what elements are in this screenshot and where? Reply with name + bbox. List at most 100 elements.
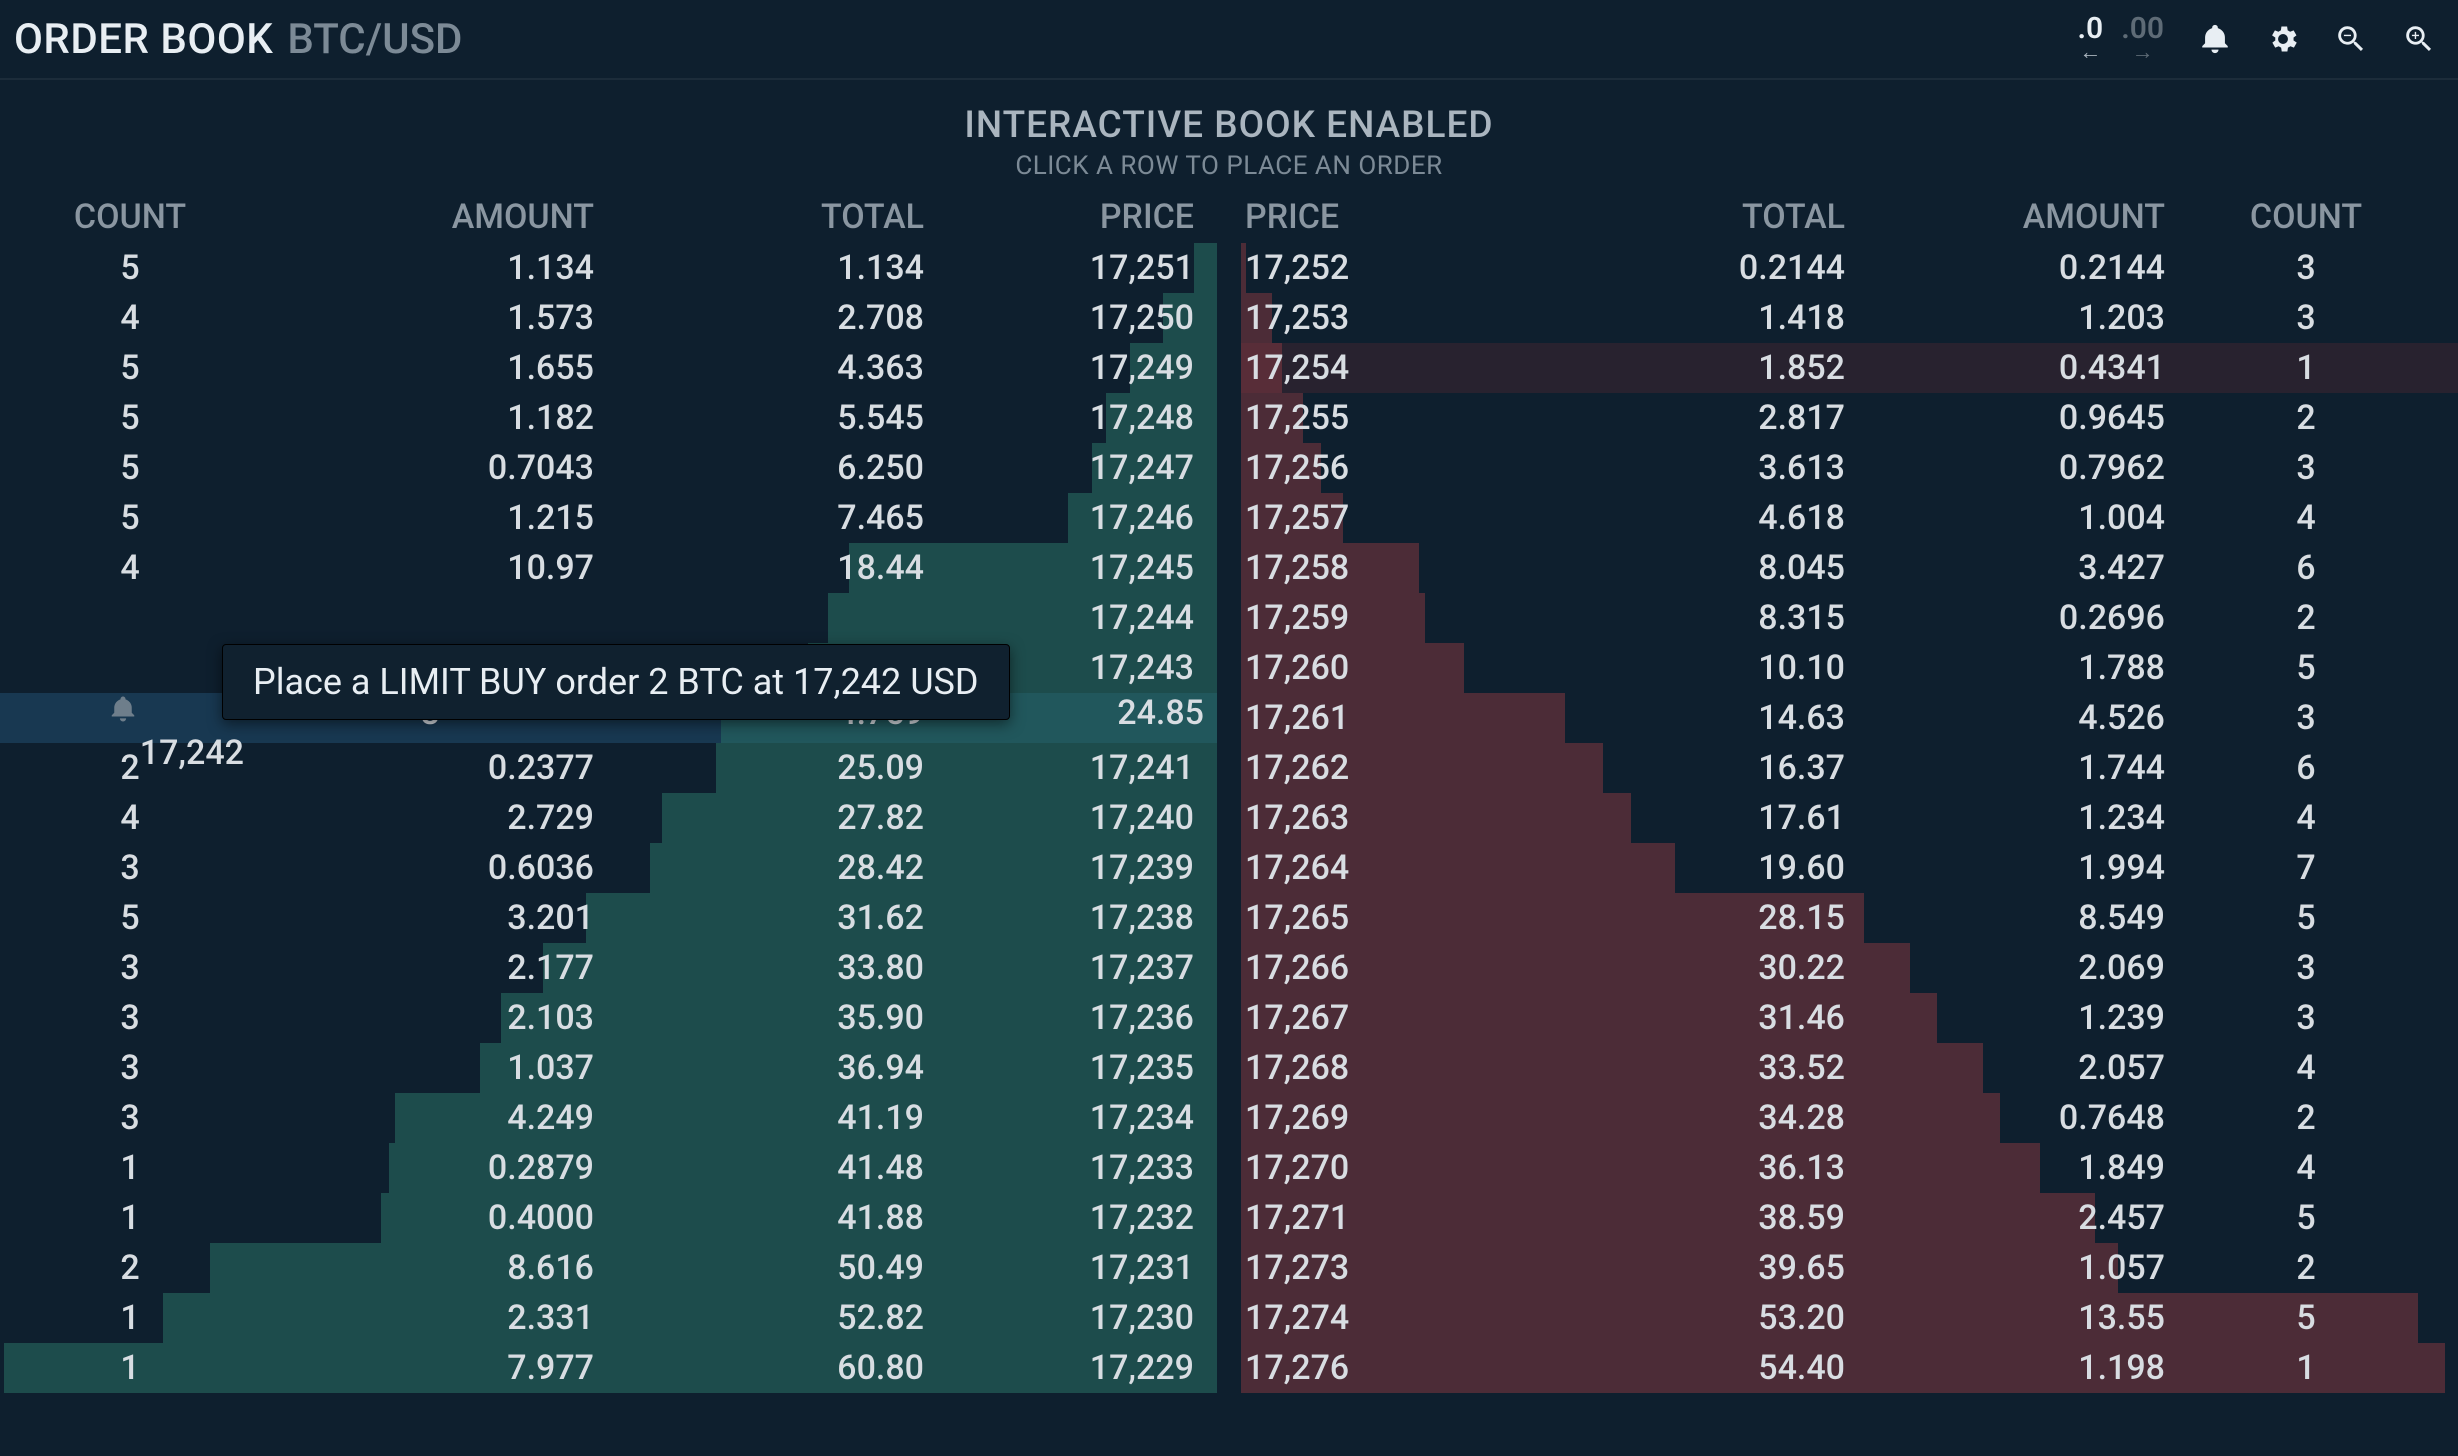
ask-row[interactable]: 17,2588.0453.4276 <box>1241 543 2458 593</box>
bid-row[interactable]: 32.10335.9017,236 <box>0 993 1217 1043</box>
ask-amount: 2.057 <box>1851 1048 2171 1088</box>
bid-row[interactable]: 42.72927.8217,240 <box>0 793 1217 843</box>
ask-row[interactable]: 17,26528.158.5495 <box>1241 893 2458 943</box>
bid-row[interactable]: 28.61650.4917,231 <box>0 1243 1217 1293</box>
bid-total: 41.48 <box>600 1148 930 1188</box>
ask-total: 30.22 <box>1451 948 1851 988</box>
bid-count: 5 <box>0 248 260 288</box>
toolbar: .0 ← .00 → <box>2078 14 2436 64</box>
ask-row[interactable]: 17,26630.222.0693 <box>1241 943 2458 993</box>
bid-row[interactable]: 50.70436.25017,247 <box>0 443 1217 493</box>
bid-row[interactable]: 10.287941.4817,233 <box>0 1143 1217 1193</box>
ask-row[interactable]: 17,27339.651.0572 <box>1241 1243 2458 1293</box>
ask-amount: 1.234 <box>1851 798 2171 838</box>
ask-row[interactable]: 17,2574.6181.0044 <box>1241 493 2458 543</box>
zoom-in-button[interactable] <box>2402 22 2436 56</box>
ask-row[interactable]: 17,26317.611.2344 <box>1241 793 2458 843</box>
bid-total: 2.708 <box>600 298 930 338</box>
ask-row[interactable]: 17,27654.401.1981 <box>1241 1343 2458 1393</box>
ask-total: 38.59 <box>1451 1198 1851 1238</box>
bid-amount: 2.729 <box>260 798 600 838</box>
ask-amount: 2.069 <box>1851 948 2171 988</box>
bid-amount: 10.97 <box>260 548 600 588</box>
bid-row[interactable]: 10.400041.8817,232 <box>0 1193 1217 1243</box>
ask-count: 4 <box>2171 1048 2441 1088</box>
ask-amount: 0.2144 <box>1851 248 2171 288</box>
ask-total: 17.61 <box>1451 798 1851 838</box>
bid-row[interactable]: 12.33152.8217,230 <box>0 1293 1217 1343</box>
bid-row[interactable]: 53.20131.6217,238 <box>0 893 1217 943</box>
ask-row[interactable]: 17,26010.101.7885 <box>1241 643 2458 693</box>
bid-row[interactable]: 51.1825.54517,248 <box>0 393 1217 443</box>
ask-count: 3 <box>2171 698 2441 738</box>
ask-row[interactable]: 17,27138.592.4575 <box>1241 1193 2458 1243</box>
ask-row[interactable]: 17,26934.280.76482 <box>1241 1093 2458 1143</box>
ask-amount: 0.7962 <box>1851 448 2171 488</box>
ask-price: 17,257 <box>1241 498 1451 538</box>
col-count: COUNT <box>2171 197 2441 237</box>
ask-row[interactable]: 17,2520.21440.21443 <box>1241 243 2458 293</box>
bid-amount: 0.4000 <box>260 1198 600 1238</box>
bid-row[interactable]: 31.03736.9417,235 <box>0 1043 1217 1093</box>
ask-total: 4.618 <box>1451 498 1851 538</box>
bid-price: 17,231 <box>930 1248 1210 1288</box>
bid-count: 4 <box>0 548 260 588</box>
interactive-banner: INTERACTIVE BOOK ENABLED CLICK A ROW TO … <box>0 80 2458 191</box>
bid-count: 1 <box>0 1198 260 1238</box>
bid-row[interactable]: 51.6554.36317,249 <box>0 343 1217 393</box>
bell-icon <box>2198 22 2232 56</box>
bid-price: 17,239 <box>930 848 1210 888</box>
bid-count: 1 <box>0 1148 260 1188</box>
bid-price: 17,246 <box>930 498 1210 538</box>
ask-row[interactable]: 17,26419.601.9947 <box>1241 843 2458 893</box>
bid-row[interactable]: 30.603628.4217,239 <box>0 843 1217 893</box>
ask-row[interactable]: 17,26833.522.0574 <box>1241 1043 2458 1093</box>
bid-row[interactable]: 51.2157.46517,246 <box>0 493 1217 543</box>
ask-row[interactable]: 17,26731.461.2393 <box>1241 993 2458 1043</box>
bid-count: 1 <box>0 1298 260 1338</box>
decrease-precision-button[interactable]: .0 ← <box>2078 14 2104 64</box>
ask-total: 39.65 <box>1451 1248 1851 1288</box>
ask-row[interactable]: 17,2552.8170.96452 <box>1241 393 2458 443</box>
settings-button[interactable] <box>2266 22 2300 56</box>
alerts-button[interactable] <box>2198 22 2232 56</box>
bid-row[interactable]: 32.17733.8017,237 <box>0 943 1217 993</box>
ask-amount: 4.526 <box>1851 698 2171 738</box>
bid-row[interactable]: 20.237725.0917,241 <box>0 743 1217 793</box>
col-amount: AMOUNT <box>260 197 600 237</box>
bid-total: 52.82 <box>600 1298 930 1338</box>
zoom-out-button[interactable] <box>2334 22 2368 56</box>
bid-row[interactable]: 51.1341.13417,251 <box>0 243 1217 293</box>
bid-row[interactable]: 34.24941.1917,234 <box>0 1093 1217 1143</box>
ask-row[interactable]: 17,2598.3150.26962 <box>1241 593 2458 643</box>
ask-count: 7 <box>2171 848 2441 888</box>
ask-row[interactable]: 17,2563.6130.79623 <box>1241 443 2458 493</box>
ask-row[interactable]: 17,26114.634.5263 <box>1241 693 2458 743</box>
panel-title: ORDER BOOK <box>14 15 273 64</box>
ask-count: 6 <box>2171 548 2441 588</box>
bid-price: 17,249 <box>930 348 1210 388</box>
bid-row[interactable]: 410.9718.4417,245 <box>0 543 1217 593</box>
bid-count: 4 <box>0 298 260 338</box>
bid-total: 27.82 <box>600 798 930 838</box>
ask-price: 17,274 <box>1241 1298 1451 1338</box>
bid-total: 5.545 <box>600 398 930 438</box>
ask-count: 5 <box>2171 898 2441 938</box>
ask-row[interactable]: 17,27036.131.8494 <box>1241 1143 2458 1193</box>
title-wrap: ORDER BOOK BTC/USD <box>14 15 462 64</box>
bid-count: 5 <box>0 348 260 388</box>
ask-count: 4 <box>2171 1148 2441 1188</box>
ask-row[interactable]: 17,2531.4181.2033 <box>1241 293 2458 343</box>
bid-row[interactable]: 41.5732.70817,250 <box>0 293 1217 343</box>
ask-price: 17,256 <box>1241 448 1451 488</box>
ask-row[interactable]: 17,27453.2013.555 <box>1241 1293 2458 1343</box>
ask-total: 33.52 <box>1451 1048 1851 1088</box>
col-amount: AMOUNT <box>1851 197 2171 237</box>
bid-amount: 7.977 <box>260 1348 600 1388</box>
ask-row[interactable]: 17,2541.8520.43411 <box>1241 343 2458 393</box>
bid-row[interactable]: 17.97760.8017,229 <box>0 1343 1217 1393</box>
increase-precision-button[interactable]: .00 → <box>2121 14 2164 64</box>
bid-row[interactable]: 17,244 <box>0 593 1217 643</box>
ask-total: 14.63 <box>1451 698 1851 738</box>
ask-row[interactable]: 17,26216.371.7446 <box>1241 743 2458 793</box>
